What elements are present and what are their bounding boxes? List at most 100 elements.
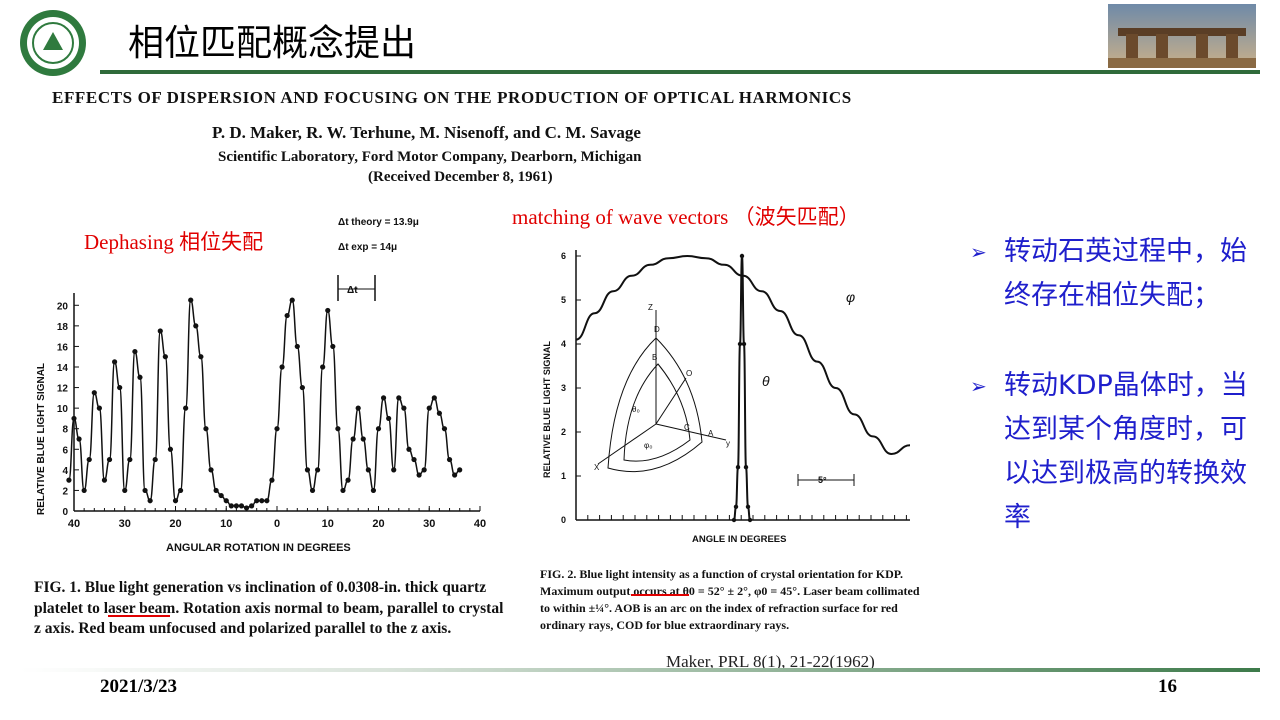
fig1-data-point: [355, 405, 361, 411]
fig1-data-point: [172, 498, 179, 504]
fig1-data-point: [360, 436, 366, 442]
fig2-y-tick-label: 6: [561, 251, 566, 261]
fig1-data-point: [117, 384, 123, 391]
paper-affiliation: Scientific Laboratory, Ford Motor Compan…: [218, 149, 642, 165]
svg-text:X: X: [594, 463, 600, 472]
svg-text:B: B: [652, 353, 657, 362]
fig1-data-point: [380, 395, 387, 401]
fig1-data-point: [132, 348, 138, 355]
fig1-data-point: [142, 487, 148, 494]
fig1-data-point: [162, 354, 168, 360]
fig1-curve: [68, 299, 460, 509]
fig1-y-tick-label: 2: [62, 486, 68, 497]
fig1-data-point: [223, 498, 229, 504]
fig1-y-tick-label: 20: [57, 301, 69, 312]
fig2-theta-curve: [733, 254, 751, 521]
kdp-underline: [631, 594, 689, 596]
svg-text:Δt: Δt: [347, 285, 358, 296]
fig1-x-tick-label: 40: [474, 518, 486, 530]
fig1-data-point: [254, 498, 260, 504]
fig1-data-point: [370, 487, 377, 494]
fig2-data-point: [739, 253, 745, 259]
fig2-y-tick-label: 3: [561, 383, 566, 393]
header-divider: [100, 70, 1260, 74]
fig1-line: [68, 299, 460, 509]
svg-text:φ₀: φ₀: [644, 441, 653, 450]
citation: Maker, PRL 8(1), 21-22(1962): [666, 652, 875, 671]
fig2-data-point: [737, 341, 743, 347]
fig1-data-point: [228, 503, 234, 509]
university-logo: [18, 8, 88, 78]
bullet-text: 转动石英过程中，始终存在相位失配；: [1004, 236, 1247, 311]
fig2-data-point: [735, 465, 741, 470]
fig1-data-point: [208, 467, 214, 473]
fig1-data-point: [330, 343, 336, 350]
fig1-data-point: [167, 446, 174, 452]
fig1-data-point: [264, 498, 270, 504]
fig1-data-point: [304, 467, 311, 473]
fig1-xlabel: ANGULAR ROTATION IN DEGREES: [166, 542, 351, 554]
fig1-y-tick-label: 16: [57, 342, 69, 353]
fig1-data-point: [269, 477, 275, 483]
fig1-data-point: [193, 323, 199, 329]
fig1-data-point: [441, 426, 448, 432]
fig1-points: [66, 297, 463, 511]
fig1-data-point: [325, 307, 331, 314]
fig1-data-point: [86, 456, 92, 463]
fig1-data-point: [127, 456, 133, 463]
figure2-caption: FIG. 2. Blue light intensity as a functi…: [540, 567, 920, 632]
svg-text:y: y: [726, 439, 730, 448]
footer-divider: [20, 668, 1260, 672]
fig1-x-tick-label: 20: [169, 518, 181, 530]
fig1-data-point: [106, 456, 113, 463]
fig1-data-point: [66, 477, 72, 483]
paper-title: EFFECTS OF DISPERSION AND FOCUSING ON TH…: [52, 88, 852, 107]
fig1-data-point: [71, 415, 77, 422]
fig1-y-tick-label: 18: [57, 322, 69, 333]
fig2-xlabel: ANGLE IN DEGREES: [692, 534, 787, 545]
fig2-data-point: [731, 517, 737, 523]
svg-text:D: D: [654, 325, 660, 334]
fig1-data-point: [401, 405, 407, 411]
fig2-y-tick-label: 2: [561, 427, 566, 437]
svg-text:5°: 5°: [818, 475, 827, 485]
fig1-ylabel: RELATIVE BLUE LIGHT SIGNAL: [36, 363, 47, 515]
fig1-data-point: [91, 390, 97, 396]
fig1-data-point: [411, 456, 417, 463]
fig1-data-point: [452, 472, 458, 478]
arrow-bullet-icon: ➢: [970, 374, 987, 398]
fig1-data-point: [183, 405, 189, 411]
fig1-data-point: [416, 472, 422, 478]
figure2-chart: 0 1 2 3 4 5 6 φ θ 5° Z D B O C A y X θ₀ φ₀ REL…: [542, 250, 911, 545]
fig1-x-tick-label: 10: [220, 518, 232, 530]
fig1-data-point: [249, 503, 255, 509]
fig1-data-point: [198, 354, 204, 360]
fig1-y-tick-label: 0: [62, 507, 68, 518]
fig1-data-point: [340, 487, 346, 494]
fig1-axes: [73, 293, 481, 512]
fig1-data-point: [203, 426, 209, 432]
fig1-data-point: [188, 297, 194, 303]
fig1-data-point: [426, 405, 432, 411]
slide-title: 相位匹配概念提出: [128, 23, 417, 64]
fig1-data-point: [391, 467, 397, 473]
svg-text:θ₀: θ₀: [632, 405, 640, 414]
fig1-data-point: [218, 492, 224, 499]
fig1-data-point: [177, 487, 184, 494]
bullet-quartz: ➢ 转动石英过程中，始终存在相位失配；: [970, 230, 1260, 318]
paper-authors: P. D. Maker, R. W. Terhune, M. Nisenoff,…: [212, 123, 641, 142]
fig1-data-point: [279, 364, 285, 370]
campus-gate-photo: [1108, 4, 1256, 68]
fig2-crystal-diagram: Z D B O C A y X θ₀ φ₀: [594, 303, 730, 473]
fig2-ylabel: RELATIVE BLUE LIGHT SIGNAL: [542, 341, 552, 478]
slide-date: 2021/3/23: [100, 676, 178, 697]
fig1-data-point: [243, 505, 250, 511]
fig1-data-point: [81, 487, 87, 494]
figure1-caption: FIG. 1. Blue light generation vs inclina…: [34, 579, 504, 637]
fig1-data-point: [309, 487, 316, 494]
fig2-theta-label: θ: [762, 373, 770, 389]
quartz-underline: [108, 615, 170, 617]
fig1-data-point: [315, 467, 321, 473]
fig2-phi-label: φ: [846, 289, 855, 305]
fig1-data-point: [76, 436, 82, 442]
